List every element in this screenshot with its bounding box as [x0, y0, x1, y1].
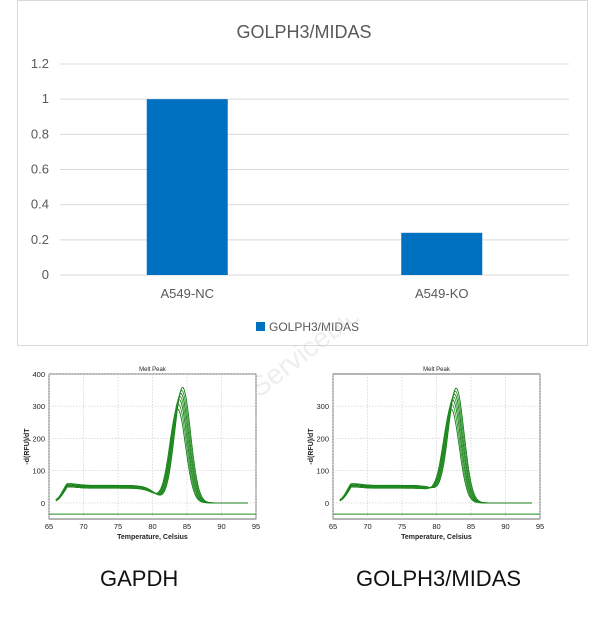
x-tick-label: 80 [432, 522, 440, 531]
caption-gapdh: GAPDH [100, 566, 179, 591]
x-tick-label: A549-NC [161, 286, 214, 301]
y-tick-label: 0 [42, 267, 49, 282]
x-tick-label: 65 [329, 522, 337, 531]
x-tick-label: A549-KO [415, 286, 468, 301]
melt-curve [55, 386, 248, 504]
x-tick-label: 85 [467, 522, 475, 531]
x-tick-label: 75 [398, 522, 406, 531]
x-tick-label: 90 [217, 522, 225, 531]
melt-chart-title: Melt Peak [423, 367, 451, 373]
y-tick-label: 0 [41, 499, 45, 508]
y-tick-label: 400 [32, 370, 45, 379]
melt-curves [55, 386, 248, 504]
bar-chart: GOLPH3/MIDAS 00.20.40.60.811.2 A549-NC A5… [31, 22, 569, 334]
bar-a549-ko [401, 232, 483, 275]
y-axis-label: -d(RFU)/dT [308, 428, 315, 465]
bar-chart-panel: GOLPH3/MIDAS 0 0.2 0.4 0.6 0.8 1 1.2 A549-NC A5… [17, 0, 588, 346]
x-tick-label: 80 [148, 522, 156, 531]
legend-swatch [256, 322, 265, 331]
bar-chart-bars [146, 99, 483, 276]
x-tick-label: 95 [252, 522, 260, 531]
x-axis-label: Temperature, Celsius [117, 534, 188, 541]
y-tick-label: 100 [316, 467, 329, 476]
legend-label: GOLPH3/MIDAS [269, 320, 359, 334]
x-tick-label: 65 [45, 522, 53, 531]
melt-peak-chart-golph3: Melt Peak 65 70 75 80 85 90 95 0 100 200 300 Tempera… [308, 367, 544, 541]
x-tick-label: 90 [501, 522, 509, 531]
y-tick-label: 0.2 [31, 232, 49, 247]
bar-chart-y-ticks: 0 0.2 0.4 0.6 0.8 1 1.2 [31, 56, 49, 282]
bar-chart-x-ticks: A549-NC A549-KO [161, 286, 469, 301]
y-tick-label: 0.6 [31, 162, 49, 177]
x-tick-label: 70 [363, 522, 371, 531]
y-tick-label: 1 [42, 91, 49, 106]
x-tick-label: 85 [183, 522, 191, 531]
y-tick-label: 300 [316, 402, 329, 411]
y-tick-label: 200 [316, 434, 329, 443]
x-axis-label: Temperature, Celsius [401, 534, 472, 541]
bar-chart-title: GOLPH3/MIDAS [236, 22, 371, 42]
bar-chart-legend: GOLPH3/MIDAS [256, 320, 359, 334]
bar-a549-nc [146, 99, 228, 276]
y-tick-label: 0.8 [31, 126, 49, 141]
y-tick-label: 0 [325, 499, 329, 508]
y-tick-label: 300 [32, 402, 45, 411]
melt-curve [339, 387, 532, 504]
bar-chart-gridlines [60, 63, 569, 276]
melt-peak-chart-gapdh: Melt Peak 65 70 75 80 85 90 95 0 100 200 300 400 Temp… [24, 367, 260, 541]
x-tick-label: 75 [114, 522, 122, 531]
y-tick-label: 100 [32, 467, 45, 476]
y-axis-label: -d(RFU)/dT [24, 428, 31, 465]
melt-chart-title: Melt Peak [139, 367, 167, 373]
y-tick-label: 200 [32, 434, 45, 443]
x-tick-label: 70 [79, 522, 87, 531]
caption-golph3-midas: GOLPH3/MIDAS [356, 566, 522, 591]
y-tick-label: 0.4 [31, 197, 49, 212]
x-tick-label: 95 [536, 522, 544, 531]
melt-curves [339, 387, 532, 504]
y-tick-label: 1.2 [31, 56, 49, 71]
